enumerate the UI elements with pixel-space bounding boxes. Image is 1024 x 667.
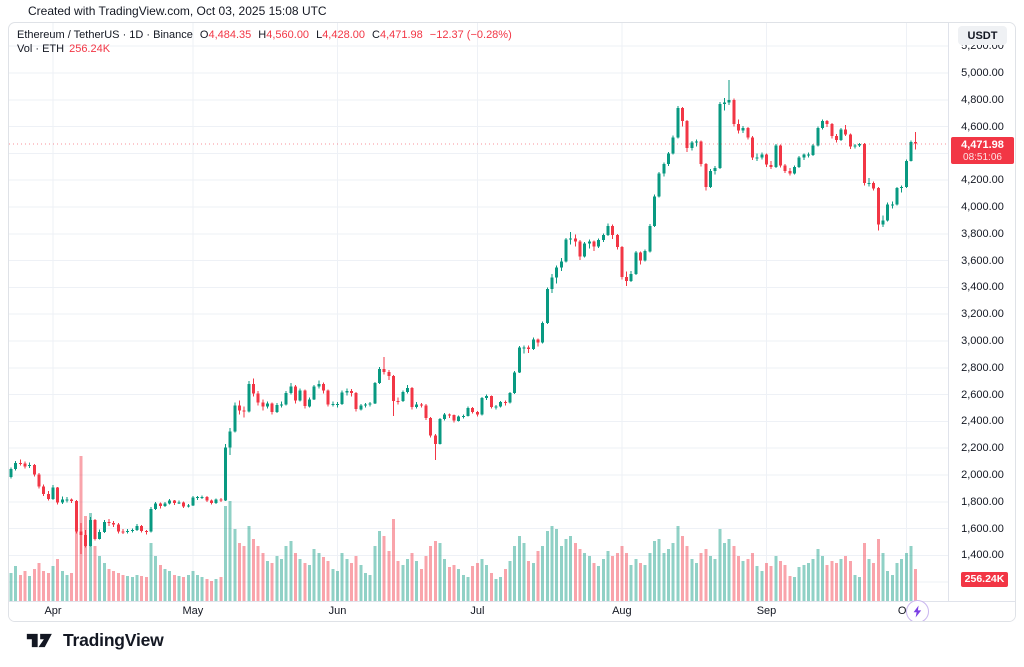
price-tick-label: 1,800.00 <box>961 495 1004 508</box>
current-price-value: 4,471.98 <box>961 138 1004 151</box>
price-tick-label: 3,000.00 <box>961 335 1004 347</box>
symbol-title: Ethereum / TetherUS · 1D · Binance <box>17 29 193 41</box>
created-with-text: Created with TradingView.com, Oct 03, 20… <box>28 4 327 18</box>
low-value: 4,428.00 <box>322 29 366 41</box>
legend-line-1: Ethereum / TetherUS · 1D · Binance O4,484… <box>17 28 512 42</box>
price-tick-label: 4,800.00 <box>961 93 1004 106</box>
time-tick-label: Jun <box>328 605 347 617</box>
price-tick-label: 2,200.00 <box>961 442 1004 455</box>
time-tick-label: Jul <box>470 605 485 617</box>
price-tick-label: 2,000.00 <box>961 469 1004 481</box>
price-tick-label: 4,600.00 <box>961 120 1004 133</box>
chart-widget: Ethereum / TetherUS · 1D · Binance O4,484… <box>8 22 1016 622</box>
price-tick-label: 3,800.00 <box>961 227 1004 240</box>
price-tick-label: 2,600.00 <box>961 388 1004 401</box>
change-value: −12.37 (−0.28%) <box>429 29 512 41</box>
legend-line-2: Vol · ETH 256.24K <box>17 42 512 56</box>
open-label: O <box>199 29 209 41</box>
price-tick-label: 4,200.00 <box>961 174 1004 187</box>
currency-toggle-button[interactable]: USDT <box>958 26 1007 45</box>
time-tick-label: Apr <box>44 605 62 617</box>
time-tick-label: May <box>182 605 204 617</box>
time-tick-label: Sep <box>756 605 777 617</box>
price-tick-label: 3,200.00 <box>961 308 1004 321</box>
price-tick-label: 3,600.00 <box>961 254 1004 267</box>
price-tick-label: 3,400.00 <box>961 281 1004 294</box>
price-tick-label: 2,800.00 <box>961 361 1004 374</box>
flash-button[interactable] <box>906 600 929 621</box>
tradingview-brand-text: TradingView <box>63 630 164 650</box>
price-tick-label: 4,000.00 <box>961 201 1004 213</box>
current-price-label: 4,471.98 08:51:06 <box>951 136 1014 164</box>
close-value: 4,471.98 <box>379 29 423 41</box>
tradingview-logo-icon <box>26 633 52 648</box>
price-tick-label: 2,400.00 <box>961 415 1004 428</box>
open-value: 4,484.35 <box>208 29 252 41</box>
price-tick-label: 5,000.00 <box>961 67 1004 79</box>
price-tick-label: 1,400.00 <box>961 549 1004 562</box>
high-value: 4,560.00 <box>266 29 310 41</box>
price-tick-label: 1,600.00 <box>961 522 1004 535</box>
chart-legend: Ethereum / TetherUS · 1D · Binance O4,484… <box>17 28 512 56</box>
lightning-bolt-icon <box>913 605 922 618</box>
time-tick-label: Aug <box>612 605 632 617</box>
price-scale[interactable]: USDT 5,200.005,000.004,800.004,600.004,4… <box>948 23 1015 601</box>
footer-brand: TradingView <box>26 630 164 651</box>
volume-axis-label: 256.24K <box>961 572 1008 587</box>
volume-value: 256.24K <box>69 43 111 55</box>
low-label: L <box>316 29 323 41</box>
volume-title: Vol · ETH <box>17 43 65 55</box>
bar-countdown: 08:51:06 <box>963 151 1002 163</box>
high-label: H <box>258 29 267 41</box>
price-chart[interactable] <box>9 23 948 601</box>
close-label: C <box>372 29 380 41</box>
time-scale[interactable]: AprMayJunJulAugSepOct <box>9 601 1015 621</box>
